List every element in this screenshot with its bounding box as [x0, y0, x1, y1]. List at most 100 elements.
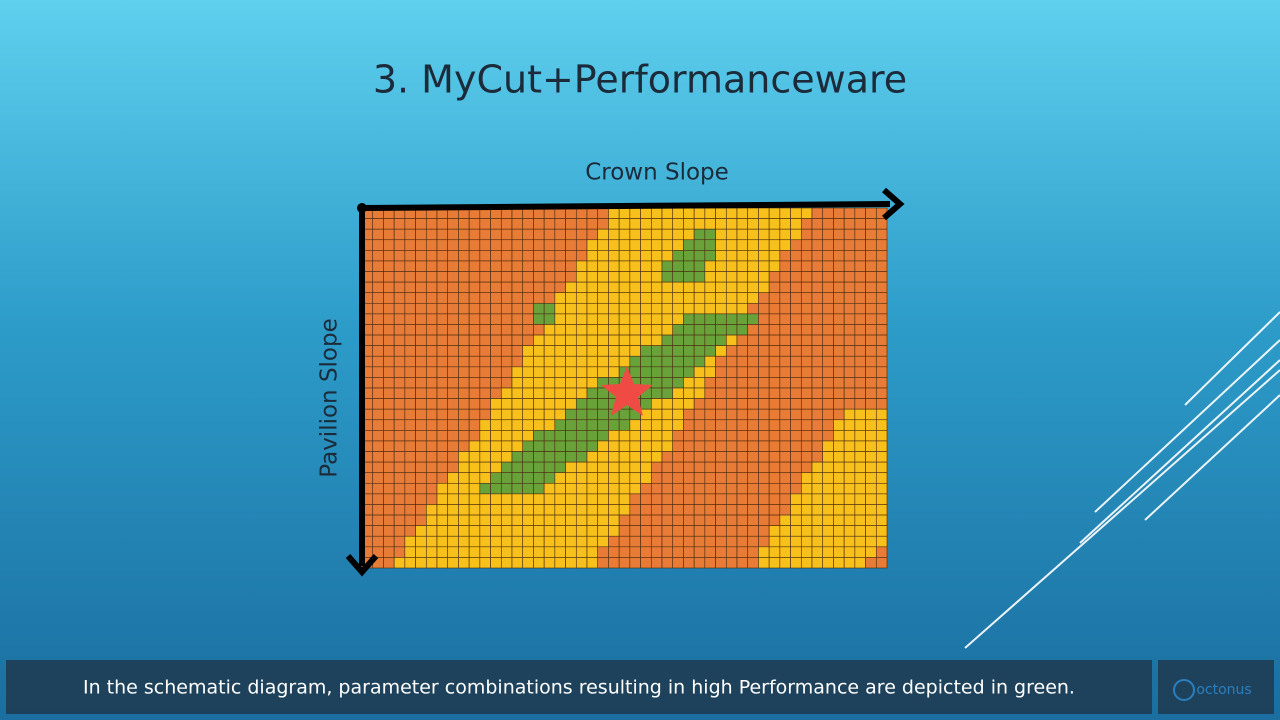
grid-cell: [415, 535, 427, 548]
grid-cell: [800, 334, 813, 346]
grid-cell: [618, 239, 631, 251]
grid-cell: [490, 239, 502, 251]
grid-cell: [404, 302, 416, 315]
grid-cell: [725, 228, 738, 241]
grid-cell: [404, 440, 416, 452]
grid-cell: [758, 546, 770, 558]
grid-cell: [554, 260, 566, 272]
grid-cell: [511, 218, 524, 230]
grid-cell: [511, 408, 524, 421]
grid-cell: [629, 271, 641, 283]
grid-cell: [865, 377, 877, 389]
grid-cell: [661, 514, 674, 526]
grid-cell: [533, 345, 545, 357]
grid-cell: [822, 514, 834, 526]
grid-cell: [650, 514, 663, 526]
grid-cell: [650, 430, 663, 442]
grid-cell: [543, 557, 556, 569]
grid-cell: [715, 546, 727, 558]
grid-cell: [865, 482, 877, 495]
grid-cell: [383, 482, 395, 495]
grid-cell: [372, 313, 384, 325]
grid-cell: [800, 514, 813, 526]
grid-cell: [833, 504, 845, 516]
grid-cell: [843, 493, 856, 505]
star: [601, 366, 653, 416]
grid-cell: [800, 461, 813, 474]
grid-cell: [393, 440, 406, 452]
grid-cell: [425, 461, 438, 474]
grid-cell: [383, 472, 395, 484]
grid-cell: [597, 207, 609, 219]
grid-cell: [458, 535, 470, 548]
grid-cell: [661, 440, 674, 452]
grid-cell: [490, 345, 502, 357]
grid-cell: [436, 493, 449, 505]
grid-cell: [468, 334, 481, 346]
grid-cell: [768, 281, 781, 294]
grid-cell: [533, 440, 545, 452]
grid-cell: [715, 472, 727, 484]
grid-cell: [511, 239, 524, 251]
grid-cell: [533, 271, 545, 283]
grid-cell: [758, 440, 770, 452]
grid-cell: [693, 419, 706, 431]
grid-cell: [672, 271, 684, 283]
grid-cell: [768, 207, 781, 219]
grid-cell: [608, 218, 620, 230]
grid-cell: [779, 355, 791, 368]
grid-cell: [736, 387, 749, 399]
grid-cell: [458, 440, 470, 452]
grid-cell: [640, 461, 652, 474]
grid-cell: [468, 377, 481, 389]
grid-cell: [779, 482, 791, 495]
grid-cell: [522, 557, 534, 569]
grid-cell: [436, 239, 449, 251]
grid-cell: [629, 472, 641, 484]
grid-cell: [800, 228, 813, 241]
grid-cell: [597, 419, 609, 431]
grid-cell: [768, 398, 781, 410]
grid-cell: [586, 302, 599, 315]
grid-cell: [383, 355, 395, 368]
grid-cell: [822, 281, 834, 294]
grid-cell: [372, 366, 384, 378]
grid-cell: [790, 504, 802, 516]
grid-cell: [511, 345, 524, 357]
grid-cell: [822, 419, 834, 431]
grid-cell: [479, 366, 491, 378]
grid-cell: [736, 535, 749, 548]
grid-cell: [447, 281, 459, 294]
grid-cell: [800, 430, 813, 442]
grid-cell: [629, 504, 641, 516]
grid-cell: [843, 546, 856, 558]
grid-cell: [618, 482, 631, 495]
grid-cell: [822, 525, 834, 537]
grid-cell: [575, 430, 588, 442]
grid-cell: [683, 525, 695, 537]
grid-cell: [393, 514, 406, 526]
grid-cell: [522, 430, 534, 442]
grid-cell: [447, 504, 459, 516]
grid-cell: [565, 525, 577, 537]
grid-cell: [736, 302, 749, 315]
grid-cell: [586, 334, 599, 346]
grid-cell: [436, 504, 449, 516]
grid-cell: [865, 398, 877, 410]
grid-cell: [404, 451, 416, 463]
grid-cell: [768, 514, 781, 526]
grid-cell: [800, 302, 813, 315]
grid-cell: [736, 472, 749, 484]
grid-cell: [554, 472, 566, 484]
grid-cell: [822, 313, 834, 325]
grid-cell: [672, 440, 684, 452]
grid-cell: [822, 377, 834, 389]
grid-cell: [404, 218, 416, 230]
grid-cell: [522, 355, 534, 368]
grid-cell: [672, 408, 684, 421]
grid-cell: [618, 313, 631, 325]
grid-cell: [833, 451, 845, 463]
grid-cell: [854, 408, 866, 421]
grid-cell: [672, 324, 684, 336]
grid-cell: [672, 366, 684, 378]
